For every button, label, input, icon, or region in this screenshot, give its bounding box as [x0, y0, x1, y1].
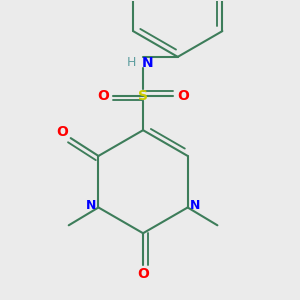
Text: N: N [189, 199, 200, 212]
Text: O: O [137, 267, 149, 281]
Text: O: O [56, 125, 68, 139]
Text: S: S [138, 88, 148, 103]
Text: H: H [127, 56, 136, 69]
Text: N: N [86, 199, 97, 212]
Text: O: O [98, 88, 110, 103]
Text: N: N [142, 56, 154, 70]
Text: O: O [177, 88, 189, 103]
